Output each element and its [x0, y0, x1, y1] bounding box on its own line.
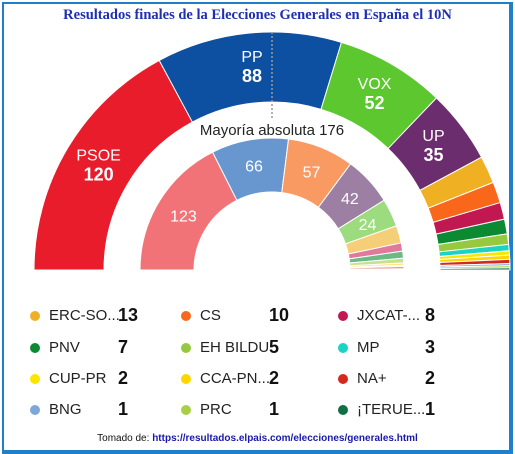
outer-ring-value-psoe: 120 — [84, 164, 114, 184]
outer-ring-value-vox: 52 — [365, 93, 385, 113]
inner-ring-slice-prc — [349, 268, 405, 271]
inner-ring-value-pp: 66 — [245, 159, 263, 176]
inner-ring-value-vox: 24 — [359, 217, 377, 234]
party-name-up: UP — [422, 128, 444, 145]
party-name-vox: VOX — [358, 76, 392, 93]
source-prefix: Tomado de: — [97, 433, 150, 444]
inner-ring-previous — [139, 137, 405, 271]
inner-ring-value-up: 42 — [341, 191, 359, 208]
inner-ring-value-cs: 57 — [303, 165, 321, 182]
party-name-psoe: PSOE — [76, 147, 120, 164]
source-note: Tomado de: https://resultados.elpais.com… — [0, 433, 515, 444]
outer-ring-slice-terue — [439, 267, 511, 271]
source-link[interactable]: https://resultados.elpais.com/elecciones… — [152, 433, 418, 444]
majority-label: Mayoría absoluta 176 — [200, 122, 344, 139]
inner-ring-value-psoe: 123 — [170, 208, 197, 225]
outer-ring-value-up: 35 — [423, 145, 443, 165]
party-name-pp: PP — [241, 49, 262, 66]
outer-ring-value-pp: 88 — [242, 66, 262, 86]
outer-ring-10N — [33, 31, 511, 271]
chart-title: Resultados finales de la Elecciones Gene… — [63, 7, 452, 23]
